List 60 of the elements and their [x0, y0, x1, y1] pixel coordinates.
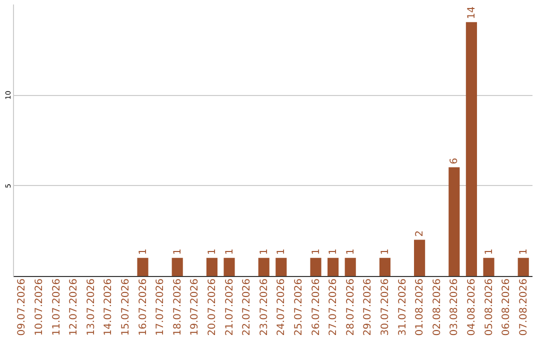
x-tick-label: 23.07.2026: [258, 278, 270, 336]
bar: [379, 258, 390, 276]
x-tick-label: 06.08.2026: [501, 278, 512, 336]
data-label: 1: [206, 248, 218, 255]
x-tick-label: 21.07.2026: [224, 278, 236, 336]
bar: [518, 258, 529, 276]
data-label: 1: [276, 248, 288, 255]
x-tick-label: 07.08.2026: [518, 278, 530, 336]
x-tick-label: 02.08.2026: [432, 278, 443, 336]
x-tick-label: 13.07.2026: [86, 278, 97, 336]
x-tick-label: 16.07.2026: [138, 278, 149, 336]
x-tick-label: 20.07.2026: [206, 278, 218, 336]
bar: [224, 258, 235, 276]
x-tick-label: 10.07.2026: [34, 278, 45, 336]
bar: [328, 258, 339, 276]
x-tick-label: 17.07.2026: [155, 278, 166, 336]
x-tick-label: 26.07.2026: [310, 278, 322, 336]
x-tick-label: 27.07.2026: [328, 278, 340, 336]
data-label: 1: [518, 248, 530, 255]
data-label: 6: [449, 158, 460, 164]
x-tick-label: 01.08.2026: [414, 278, 426, 336]
data-label: 14: [466, 6, 478, 20]
data-label: 1: [345, 248, 356, 255]
bar: [344, 258, 356, 276]
data-label: 1: [484, 248, 495, 255]
x-tick-label: 24.07.2026: [276, 278, 288, 336]
bar: [258, 258, 270, 276]
x-tick-label: 04.08.2026: [466, 278, 478, 336]
x-tick-label: 12.07.2026: [68, 278, 80, 336]
x-tick-label: 18.07.2026: [172, 278, 184, 336]
x-tick-label: 28.07.2026: [345, 278, 356, 336]
bar: [137, 258, 148, 276]
x-tick-label: 03.08.2026: [449, 278, 460, 336]
x-tick-label: 22.07.2026: [242, 278, 253, 336]
x-tick-label: 05.08.2026: [484, 278, 495, 336]
data-label: 1: [224, 248, 236, 255]
data-label: 1: [258, 248, 270, 255]
x-tick-label: 14.07.2026: [103, 278, 114, 336]
bar: [172, 258, 183, 276]
data-label: 1: [310, 248, 322, 255]
data-label: 2: [414, 230, 426, 237]
bar: [206, 258, 218, 276]
bar: [466, 22, 477, 276]
data-label: 1: [138, 248, 149, 255]
x-tick-label: 31.07.2026: [397, 278, 408, 336]
x-tick-label: 11.07.2026: [51, 278, 62, 336]
x-tick-label: 29.07.2026: [362, 278, 374, 336]
bar: [414, 240, 426, 276]
x-tick-label: 30.07.2026: [380, 278, 391, 336]
x-tick-label: 25.07.2026: [293, 278, 304, 336]
x-tick-label: 19.07.2026: [190, 278, 201, 336]
data-label: 1: [328, 248, 340, 255]
data-label: 1: [380, 248, 391, 255]
bar: [483, 258, 494, 276]
bar: [276, 258, 287, 276]
x-tick-label: 15.07.2026: [120, 278, 132, 336]
data-label: 1: [172, 248, 184, 255]
bar: [448, 167, 460, 276]
bar: [310, 258, 322, 276]
x-tick-label: 09.07.2026: [16, 278, 28, 336]
